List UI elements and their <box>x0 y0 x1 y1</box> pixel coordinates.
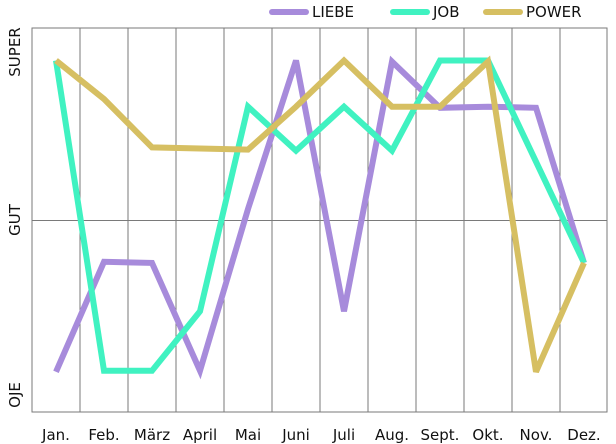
x-tick-label: April <box>183 426 217 444</box>
x-tick-label: Jan. <box>41 426 70 444</box>
x-tick-labels: Jan. Feb. März April Mai Juni Juli Aug. Sept. Okt… <box>41 426 601 444</box>
x-tick-label: März <box>134 426 170 444</box>
legend: LIEBE JOB POWER <box>269 3 582 21</box>
x-tick-label: Sept. <box>421 426 460 444</box>
legend-label-job: JOB <box>432 3 460 21</box>
y-tick-label: SUPER <box>6 27 24 76</box>
y-tick-label: OJE <box>6 382 24 408</box>
series-line-job <box>53 57 587 374</box>
y-tick-label: GUT <box>6 203 24 236</box>
series-lines <box>53 55 587 380</box>
legend-label-power: POWER <box>526 3 582 21</box>
plot-frame <box>31 27 608 413</box>
x-tick-label: Mai <box>235 426 261 444</box>
grid-lines <box>32 28 607 412</box>
x-tick-label: Juni <box>281 426 310 444</box>
x-tick-label: Dez. <box>567 426 600 444</box>
x-tick-label: Okt. <box>472 426 503 444</box>
legend-label-liebe: LIEBE <box>312 3 354 21</box>
y-tick-labels: OJE GUT SUPER <box>6 27 24 408</box>
axes <box>31 27 608 413</box>
series-line-power <box>54 55 587 374</box>
x-tick-label: Aug. <box>375 426 409 444</box>
x-tick-label: Juli <box>332 426 355 444</box>
x-tick-label: Feb. <box>88 426 119 444</box>
x-tick-label: Nov. <box>520 426 553 444</box>
